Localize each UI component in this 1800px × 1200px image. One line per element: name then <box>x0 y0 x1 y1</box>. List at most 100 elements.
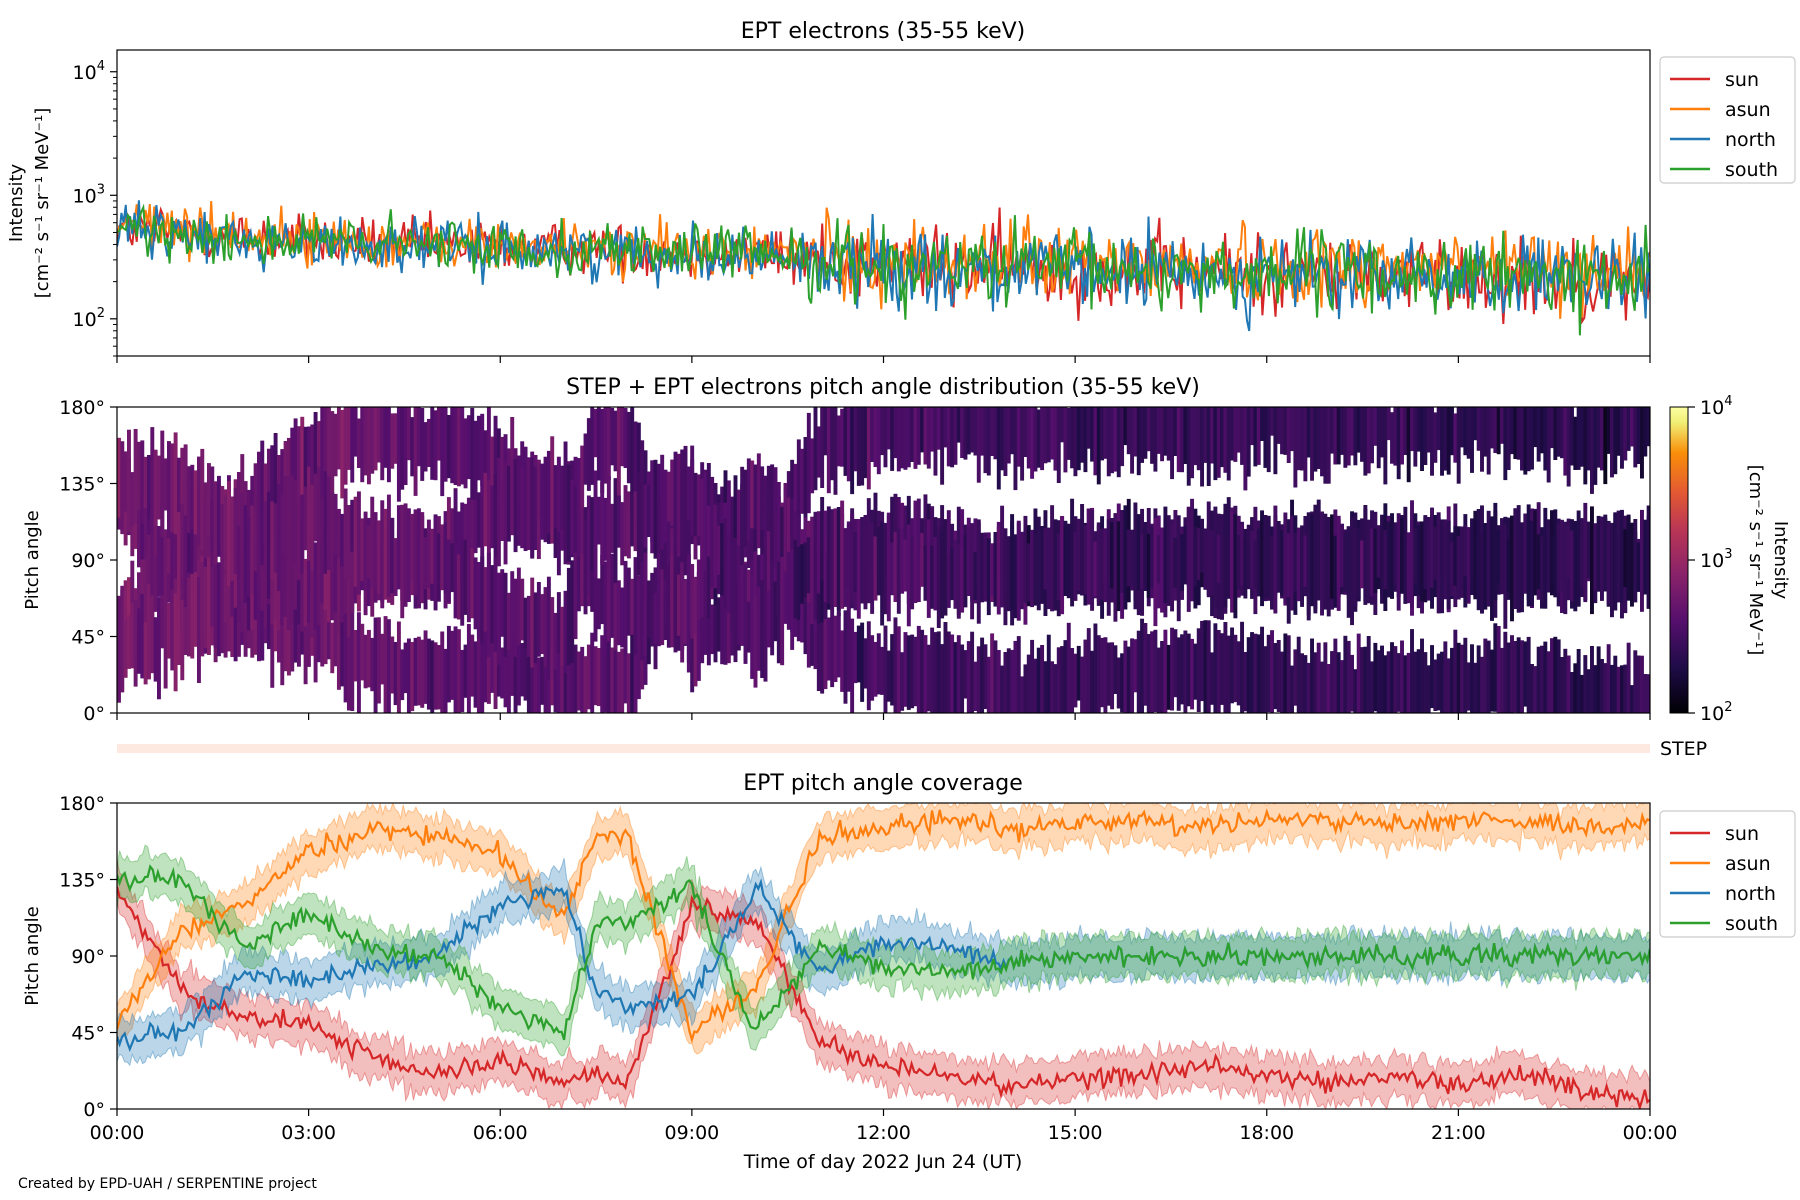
pad-heatmap-cell <box>1140 534 1145 590</box>
pad-heatmap-cell <box>233 541 238 608</box>
pad-heatmap-cell <box>350 499 355 552</box>
pad-heatmap-cell <box>1293 407 1298 488</box>
pad-heatmap-cell <box>513 633 518 713</box>
pad-heatmap-cell <box>1290 407 1295 452</box>
pad-heatmap-cell <box>486 552 491 658</box>
angle-tick-label: 90° <box>71 946 105 968</box>
pad-heatmap-cell <box>423 537 428 590</box>
pad-heatmap-cell <box>966 407 971 455</box>
pad-heatmap-cell <box>836 507 841 611</box>
pad-heatmap-cell <box>1143 623 1148 706</box>
pad-heatmap-cell <box>230 580 235 657</box>
pad-heatmap-cell <box>793 539 798 619</box>
pad-heatmap-cell <box>1280 651 1285 713</box>
pad-heatmap-cell <box>1496 407 1501 455</box>
pad-heatmap-cell <box>583 656 588 713</box>
pad-heatmap-cell <box>470 548 475 619</box>
pad-heatmap-cell <box>863 638 868 689</box>
pad-heatmap-cell <box>1516 505 1521 613</box>
pad-heatmap-cell <box>883 625 888 713</box>
angle-tick-label: 0° <box>83 703 105 725</box>
angle-tick-label: 180° <box>59 793 105 815</box>
pad-heatmap-cell <box>640 482 645 563</box>
pad-heatmap-cell <box>436 645 441 710</box>
pad-heatmap-cell <box>636 575 641 643</box>
pad-heatmap-cell <box>480 556 485 644</box>
pad-heatmap-cell <box>346 531 351 638</box>
pad-heatmap-cell <box>370 407 375 474</box>
pad-heatmap-cell <box>1400 640 1404 713</box>
pad-heatmap-cell <box>1430 507 1434 588</box>
pad-heatmap-cell <box>230 561 235 617</box>
pad-heatmap-cell <box>766 590 771 648</box>
x-tick-label: 09:00 <box>664 1122 719 1144</box>
pad-heatmap-cell <box>520 643 525 697</box>
pad-heatmap-cell <box>1563 407 1568 476</box>
pad-heatmap-cell <box>1053 664 1058 713</box>
pad-heatmap-cell <box>630 578 635 635</box>
pad-heatmap-cell <box>160 430 165 538</box>
pad-heatmap-cell <box>483 626 488 703</box>
pad-heatmap-cell <box>286 475 291 584</box>
pad-heatmap-cell <box>813 407 818 491</box>
pad-heatmap-cell <box>1110 407 1115 474</box>
pad-heatmap-cell <box>346 607 351 711</box>
pad-heatmap-cell <box>1200 620 1205 702</box>
pad-heatmap-cell <box>750 574 755 679</box>
coverage-xlabel: Time of day 2022 Jun 24 (UT) <box>743 1151 1023 1173</box>
pad-heatmap-cell <box>1580 674 1584 713</box>
pad-heatmap-cell <box>1023 664 1028 713</box>
pad-heatmap-cell <box>716 597 721 652</box>
pad-heatmap-cell <box>1553 636 1558 713</box>
pad-heatmap-cell <box>143 559 148 631</box>
pad-heatmap-cell <box>1110 642 1115 710</box>
pad-heatmap-cell <box>1503 407 1508 481</box>
pad-heatmap-cell <box>1416 407 1421 452</box>
pad-heatmap-cell <box>773 467 778 568</box>
pad-heatmap-cell <box>356 612 361 713</box>
pad-heatmap-cell <box>336 508 341 559</box>
pad-heatmap-cell <box>900 407 905 469</box>
pad-heatmap-cell <box>840 408 845 467</box>
pad-heatmap-cell <box>226 562 231 611</box>
pad-heatmap-cell <box>880 646 885 695</box>
pad-heatmap-cell <box>1553 509 1558 598</box>
pad-heatmap-cell <box>906 635 911 710</box>
pad-heatmap-cell <box>340 536 345 623</box>
pad-heatmap-cell <box>1240 523 1245 586</box>
pad-heatmap-cell <box>1446 520 1451 610</box>
pad-heatmap-cell <box>626 491 631 559</box>
pad-heatmap-cell <box>1296 527 1301 601</box>
pad-heatmap-cell <box>906 407 911 468</box>
pad-heatmap-cell <box>980 407 985 456</box>
pad-heatmap-cell <box>870 522 875 614</box>
pad-heatmap-cell <box>430 640 435 713</box>
pad-heatmap-cell <box>1266 407 1271 473</box>
pad-heatmap-cell <box>1213 623 1218 713</box>
pad-heatmap-cell <box>1366 407 1371 474</box>
pad-heatmap-cell <box>1583 407 1588 485</box>
pad-heatmap-cell <box>866 517 871 604</box>
pad-heatmap-cell <box>453 626 458 713</box>
pad-heatmap-cell <box>1626 642 1631 713</box>
pad-heatmap-cell <box>1623 407 1628 461</box>
pad-heatmap-cell <box>1413 651 1418 713</box>
coverage-line-asun <box>117 808 1650 1044</box>
pad-heatmap-cell <box>1236 407 1241 453</box>
pad-heatmap-cell <box>936 407 941 450</box>
pad-heatmap-cell <box>796 514 801 579</box>
pad-heatmap-cell <box>270 445 275 537</box>
pad-heatmap-cell <box>820 407 825 488</box>
pad-heatmap-cell <box>393 642 398 706</box>
pad-heatmap-cell <box>1016 407 1021 467</box>
colorbar-tick-label: 103 <box>1700 547 1732 572</box>
pad-heatmap-cell <box>1256 407 1261 465</box>
pad-heatmap-cell <box>253 463 258 517</box>
pad-heatmap-cell <box>960 549 965 613</box>
pad-heatmap-cell <box>1623 529 1628 587</box>
pad-heatmap-cell <box>223 573 228 623</box>
pad-heatmap-cell <box>563 590 568 674</box>
pad-heatmap-cell <box>540 594 545 655</box>
pad-heatmap-cell <box>923 545 928 601</box>
pad-heatmap-cell <box>826 506 831 604</box>
